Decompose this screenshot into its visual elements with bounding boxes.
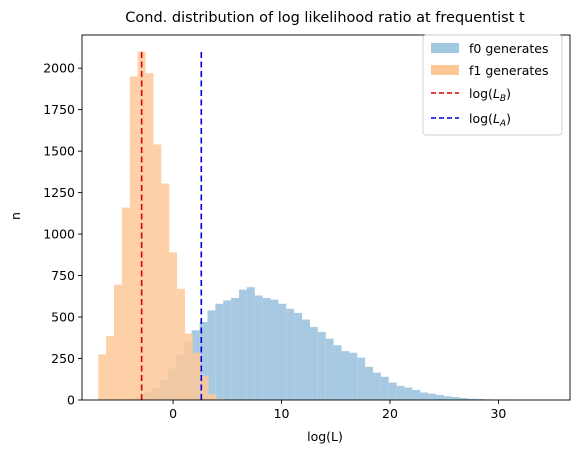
- bar-f0-14: [239, 289, 247, 400]
- bar-f1-7: [153, 144, 162, 400]
- series-f0-bars: [128, 287, 563, 400]
- legend-box: [422, 34, 563, 136]
- x-tick-label-20: 20: [382, 406, 398, 421]
- bar-f0-28: [349, 352, 358, 400]
- bar-f1-9: [169, 252, 178, 400]
- bar-f1-11: [184, 333, 193, 400]
- bar-f0-24: [317, 331, 326, 400]
- y-tick-label-1250: 1250: [43, 185, 75, 200]
- bar-f0-40: [443, 396, 452, 400]
- bar-f0-27: [341, 351, 350, 400]
- bar-f0-19: [278, 303, 287, 400]
- bar-f1-2: [114, 284, 122, 400]
- bar-f0-16: [254, 295, 263, 400]
- y-tick-label-500: 500: [51, 310, 75, 325]
- bar-f1-3: [121, 207, 130, 400]
- bar-f0-33: [388, 382, 397, 400]
- bar-f0-44: [475, 399, 484, 400]
- bar-f0-31: [373, 372, 381, 400]
- bar-f0-9: [199, 322, 208, 400]
- bar-f0-39: [436, 395, 444, 400]
- y-axis-ticks: 0 250 500 750 1000 1250 1500 1750 2000: [43, 61, 82, 408]
- y-axis-label: n: [8, 212, 23, 220]
- plot-frame: [81, 34, 571, 401]
- legend-label-lb: log(LB): [469, 86, 511, 104]
- bar-f0-11: [215, 303, 224, 400]
- bar-f0-22: [302, 319, 310, 400]
- bar-f0-34: [396, 385, 405, 400]
- bar-f0-38: [428, 393, 437, 400]
- x-tick-label-30: 30: [490, 406, 506, 421]
- bar-f1-0: [98, 354, 107, 400]
- bar-f0-41: [451, 397, 460, 400]
- legend-label-la: log(LA): [469, 111, 511, 129]
- legend-label-f0: f0 generates: [469, 41, 548, 56]
- y-tick-label-750: 750: [51, 268, 75, 283]
- y-tick-label-2000: 2000: [43, 61, 75, 76]
- bar-f1-15: [216, 399, 225, 400]
- bar-f0-43: [467, 398, 476, 400]
- bar-f0-30: [365, 366, 374, 400]
- bar-f1-14: [208, 394, 217, 400]
- reference-lines: [140, 51, 203, 400]
- bar-f0-36: [412, 390, 421, 400]
- bar-f1-10: [177, 288, 185, 400]
- bar-f1-6: [145, 73, 154, 400]
- legend-swatch-f1: [431, 65, 459, 75]
- legend: f0 generates f1 generates log(LB) log(LA…: [422, 34, 563, 136]
- bar-f0-13: [231, 297, 240, 400]
- bar-f0-37: [420, 392, 429, 400]
- bar-f0-23: [309, 327, 318, 400]
- bar-f0-29: [357, 357, 366, 400]
- bar-f0-32: [380, 376, 389, 400]
- bar-f0-26: [333, 345, 342, 400]
- bar-f0-25: [325, 338, 334, 400]
- y-tick-label-1500: 1500: [43, 144, 75, 159]
- legend-swatch-f0: [431, 43, 459, 53]
- bar-f1-12: [192, 352, 201, 400]
- y-tick-label-1750: 1750: [43, 102, 75, 117]
- x-tick-label-10: 10: [274, 406, 290, 421]
- x-tick-label-0: 0: [169, 406, 177, 421]
- x-axis-label: log(L): [307, 429, 343, 444]
- bar-f0-18: [270, 299, 279, 400]
- y-tick-label-250: 250: [51, 351, 75, 366]
- bar-f0-35: [404, 387, 413, 400]
- y-tick-label-0: 0: [67, 393, 75, 408]
- chart-title: Cond. distribution of log likelihood rat…: [125, 10, 525, 26]
- legend-label-f1: f1 generates: [469, 63, 548, 78]
- y-tick-label-1000: 1000: [43, 227, 75, 242]
- bar-f0-15: [246, 287, 255, 400]
- bar-f1-4: [129, 76, 138, 401]
- bar-f0-20: [286, 308, 295, 400]
- bar-f0-21: [294, 312, 303, 400]
- plot-area: [98, 51, 563, 401]
- bar-f0-10: [207, 310, 216, 400]
- bar-f1-13: [200, 375, 209, 400]
- bar-f0-12: [223, 300, 232, 400]
- bar-f1-1: [106, 336, 115, 400]
- bar-f0-17: [262, 297, 271, 400]
- bar-f1-8: [161, 183, 170, 400]
- bar-f0-42: [459, 398, 468, 400]
- x-axis-ticks: 0 10 20 30: [169, 400, 506, 421]
